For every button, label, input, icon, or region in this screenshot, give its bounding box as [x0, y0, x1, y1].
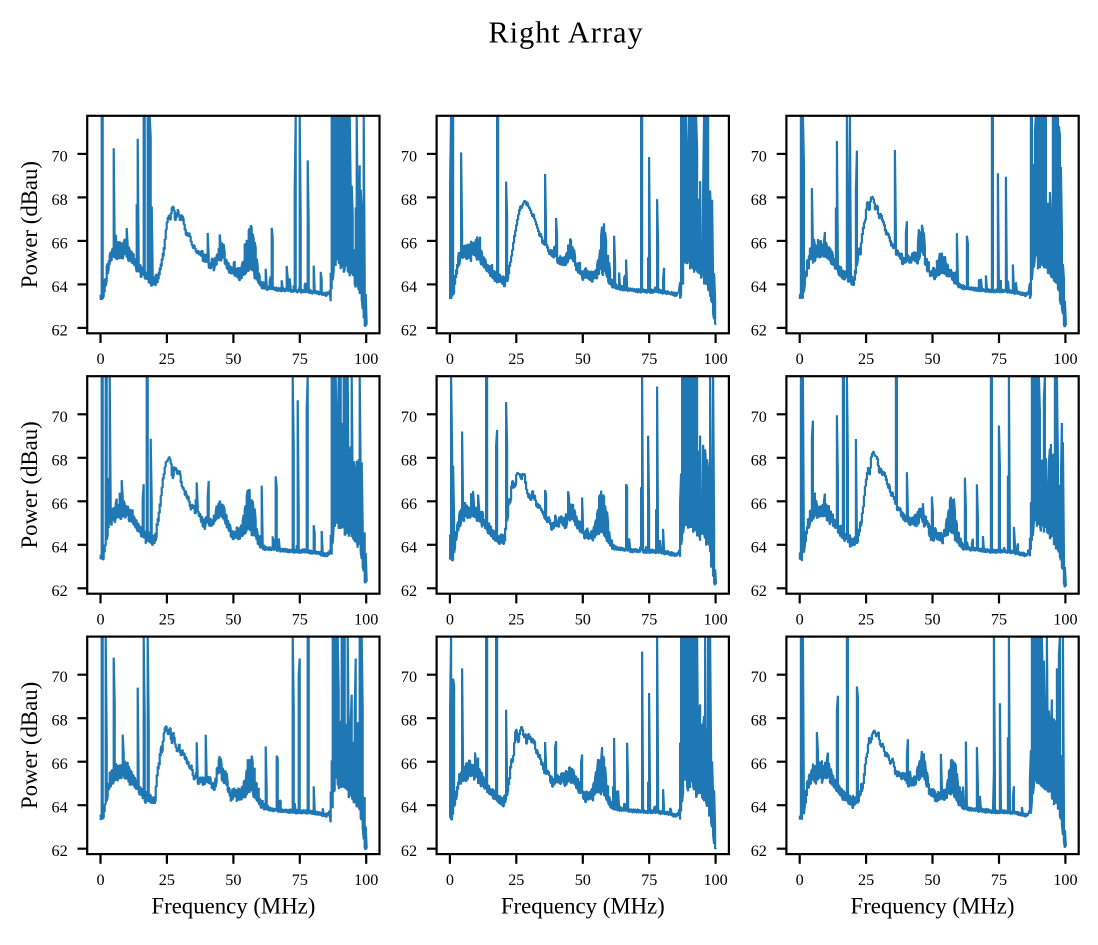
svg-text:62: 62 — [401, 842, 417, 860]
svg-text:Frequency (MHz): Frequency (MHz) — [501, 894, 665, 919]
svg-text:75: 75 — [641, 611, 657, 629]
svg-text:64: 64 — [751, 799, 767, 817]
svg-text:Frequency (MHz): Frequency (MHz) — [851, 894, 1015, 919]
svg-text:64: 64 — [52, 538, 68, 556]
svg-text:62: 62 — [52, 842, 68, 860]
svg-text:70: 70 — [751, 408, 767, 426]
svg-text:100: 100 — [1053, 611, 1077, 629]
svg-text:68: 68 — [751, 712, 767, 730]
svg-text:66: 66 — [751, 755, 767, 773]
svg-text:70: 70 — [751, 668, 767, 686]
svg-text:62: 62 — [52, 321, 68, 339]
svg-text:25: 25 — [159, 871, 175, 889]
svg-text:75: 75 — [991, 871, 1007, 889]
svg-text:50: 50 — [575, 871, 591, 889]
svg-text:70: 70 — [751, 147, 767, 165]
svg-text:75: 75 — [991, 350, 1007, 368]
svg-text:75: 75 — [991, 611, 1007, 629]
svg-text:25: 25 — [858, 611, 874, 629]
svg-text:68: 68 — [751, 451, 767, 469]
svg-text:50: 50 — [924, 611, 940, 629]
svg-text:100: 100 — [703, 871, 727, 889]
svg-text:100: 100 — [1053, 871, 1077, 889]
svg-text:66: 66 — [751, 234, 767, 252]
svg-text:68: 68 — [401, 191, 417, 209]
svg-text:0: 0 — [446, 871, 454, 889]
svg-text:Power (dBau): Power (dBau) — [17, 421, 42, 548]
svg-text:66: 66 — [401, 234, 417, 252]
svg-text:75: 75 — [292, 871, 308, 889]
svg-text:64: 64 — [751, 278, 767, 296]
svg-text:70: 70 — [401, 668, 417, 686]
svg-text:75: 75 — [292, 350, 308, 368]
svg-text:66: 66 — [401, 495, 417, 513]
svg-text:50: 50 — [225, 871, 241, 889]
svg-text:70: 70 — [52, 408, 68, 426]
svg-text:0: 0 — [96, 350, 104, 368]
svg-text:0: 0 — [96, 871, 104, 889]
svg-text:25: 25 — [508, 611, 524, 629]
svg-text:68: 68 — [751, 191, 767, 209]
svg-text:68: 68 — [52, 712, 68, 730]
svg-text:66: 66 — [52, 755, 68, 773]
svg-text:50: 50 — [924, 350, 940, 368]
svg-text:100: 100 — [703, 350, 727, 368]
svg-text:0: 0 — [796, 611, 804, 629]
svg-text:100: 100 — [1053, 350, 1077, 368]
svg-text:50: 50 — [575, 350, 591, 368]
svg-text:62: 62 — [751, 842, 767, 860]
svg-text:75: 75 — [292, 611, 308, 629]
svg-text:68: 68 — [401, 712, 417, 730]
svg-text:0: 0 — [796, 350, 804, 368]
svg-text:70: 70 — [401, 147, 417, 165]
svg-text:64: 64 — [401, 799, 417, 817]
svg-text:62: 62 — [751, 321, 767, 339]
svg-text:62: 62 — [52, 582, 68, 600]
svg-text:62: 62 — [751, 582, 767, 600]
svg-text:66: 66 — [52, 495, 68, 513]
svg-text:Power (dBau): Power (dBau) — [17, 161, 42, 288]
svg-text:100: 100 — [703, 611, 727, 629]
svg-text:Frequency (MHz): Frequency (MHz) — [151, 894, 315, 919]
svg-text:0: 0 — [446, 611, 454, 629]
svg-text:25: 25 — [159, 350, 175, 368]
svg-text:0: 0 — [96, 611, 104, 629]
svg-text:50: 50 — [225, 350, 241, 368]
svg-text:75: 75 — [641, 350, 657, 368]
svg-text:64: 64 — [401, 538, 417, 556]
svg-text:0: 0 — [446, 350, 454, 368]
svg-text:Right Array: Right Array — [488, 15, 643, 49]
svg-text:25: 25 — [508, 350, 524, 368]
svg-text:50: 50 — [575, 611, 591, 629]
svg-text:66: 66 — [52, 234, 68, 252]
svg-text:70: 70 — [401, 408, 417, 426]
svg-text:25: 25 — [508, 871, 524, 889]
svg-text:100: 100 — [354, 350, 378, 368]
svg-text:Power (dBau): Power (dBau) — [17, 682, 42, 809]
svg-text:25: 25 — [159, 611, 175, 629]
svg-text:64: 64 — [52, 799, 68, 817]
svg-text:68: 68 — [401, 451, 417, 469]
svg-text:75: 75 — [641, 871, 657, 889]
svg-text:64: 64 — [751, 538, 767, 556]
svg-text:0: 0 — [796, 871, 804, 889]
svg-text:68: 68 — [52, 191, 68, 209]
svg-text:100: 100 — [354, 871, 378, 889]
svg-text:50: 50 — [924, 871, 940, 889]
svg-text:25: 25 — [858, 350, 874, 368]
svg-text:50: 50 — [225, 611, 241, 629]
svg-text:100: 100 — [354, 611, 378, 629]
svg-text:66: 66 — [751, 495, 767, 513]
svg-text:68: 68 — [52, 451, 68, 469]
svg-text:66: 66 — [401, 755, 417, 773]
svg-text:70: 70 — [52, 668, 68, 686]
svg-text:25: 25 — [858, 871, 874, 889]
svg-text:62: 62 — [401, 582, 417, 600]
svg-text:64: 64 — [52, 278, 68, 296]
svg-text:64: 64 — [401, 278, 417, 296]
svg-text:62: 62 — [401, 321, 417, 339]
svg-text:70: 70 — [52, 147, 68, 165]
